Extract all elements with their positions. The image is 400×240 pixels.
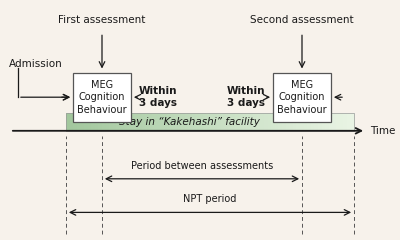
Bar xyxy=(91,113,96,131)
Bar xyxy=(246,113,250,131)
Bar xyxy=(116,113,121,131)
Bar xyxy=(293,113,297,131)
Bar xyxy=(98,113,103,131)
Text: Within
3 days: Within 3 days xyxy=(227,86,265,108)
Bar xyxy=(192,113,196,131)
Bar xyxy=(206,113,211,131)
Bar xyxy=(181,113,186,131)
Bar xyxy=(170,113,175,131)
Bar xyxy=(296,113,301,131)
Bar xyxy=(185,113,189,131)
Bar xyxy=(322,113,326,131)
Bar xyxy=(188,113,193,131)
Text: Within
3 days: Within 3 days xyxy=(139,86,177,108)
Bar xyxy=(214,113,218,131)
Bar xyxy=(253,113,258,131)
Bar xyxy=(289,113,294,131)
Bar xyxy=(332,113,337,131)
Text: MEG
Cognition
Behaviour: MEG Cognition Behaviour xyxy=(77,80,127,115)
Bar xyxy=(239,113,243,131)
Bar xyxy=(152,113,157,131)
Bar xyxy=(95,113,99,131)
Bar xyxy=(217,113,222,131)
Bar xyxy=(102,113,106,131)
Bar xyxy=(235,113,240,131)
Bar xyxy=(149,113,153,131)
Bar xyxy=(318,113,322,131)
Bar xyxy=(73,113,78,131)
Bar xyxy=(314,113,319,131)
Text: Stay in “Kakehashi” facility: Stay in “Kakehashi” facility xyxy=(120,117,260,127)
Bar xyxy=(80,113,85,131)
Bar xyxy=(250,113,254,131)
Bar xyxy=(70,113,74,131)
Bar xyxy=(178,113,182,131)
Bar xyxy=(329,113,333,131)
Bar xyxy=(77,113,81,131)
Text: Second assessment: Second assessment xyxy=(250,15,354,25)
Bar xyxy=(131,113,135,131)
Bar xyxy=(167,113,171,131)
Bar xyxy=(66,113,354,131)
Bar xyxy=(203,113,207,131)
Text: Time: Time xyxy=(370,126,395,136)
Bar xyxy=(286,113,290,131)
FancyBboxPatch shape xyxy=(273,72,331,122)
Bar xyxy=(145,113,150,131)
FancyBboxPatch shape xyxy=(73,72,131,122)
Bar xyxy=(340,113,344,131)
Bar xyxy=(138,113,142,131)
Bar xyxy=(199,113,204,131)
Bar xyxy=(347,113,351,131)
Bar xyxy=(120,113,124,131)
Bar xyxy=(242,113,247,131)
Bar xyxy=(160,113,164,131)
Text: Admission: Admission xyxy=(9,59,62,69)
Bar xyxy=(106,113,110,131)
Bar xyxy=(232,113,236,131)
Bar xyxy=(282,113,286,131)
Bar xyxy=(113,113,117,131)
Bar xyxy=(264,113,268,131)
Bar xyxy=(260,113,265,131)
Bar xyxy=(304,113,308,131)
Bar xyxy=(142,113,146,131)
Bar xyxy=(84,113,88,131)
Bar xyxy=(156,113,160,131)
Bar xyxy=(278,113,283,131)
Bar xyxy=(343,113,348,131)
Bar xyxy=(257,113,261,131)
Bar xyxy=(271,113,276,131)
Bar xyxy=(127,113,132,131)
Text: First assessment: First assessment xyxy=(58,15,146,25)
Bar xyxy=(163,113,168,131)
Text: NPT period: NPT period xyxy=(183,194,237,204)
Bar xyxy=(196,113,200,131)
Bar xyxy=(336,113,340,131)
Bar xyxy=(134,113,139,131)
Bar xyxy=(221,113,225,131)
Bar xyxy=(124,113,128,131)
Bar xyxy=(174,113,178,131)
Bar xyxy=(311,113,315,131)
Bar xyxy=(275,113,279,131)
Bar xyxy=(224,113,229,131)
Bar xyxy=(210,113,214,131)
Bar xyxy=(109,113,114,131)
Bar xyxy=(268,113,272,131)
Text: MEG
Cognition
Behaviour: MEG Cognition Behaviour xyxy=(277,80,327,115)
Text: Period between assessments: Period between assessments xyxy=(131,161,273,171)
Bar xyxy=(66,113,70,131)
Bar xyxy=(307,113,312,131)
Bar xyxy=(350,113,355,131)
Bar xyxy=(228,113,232,131)
Bar xyxy=(325,113,330,131)
Bar xyxy=(88,113,92,131)
Bar xyxy=(300,113,304,131)
